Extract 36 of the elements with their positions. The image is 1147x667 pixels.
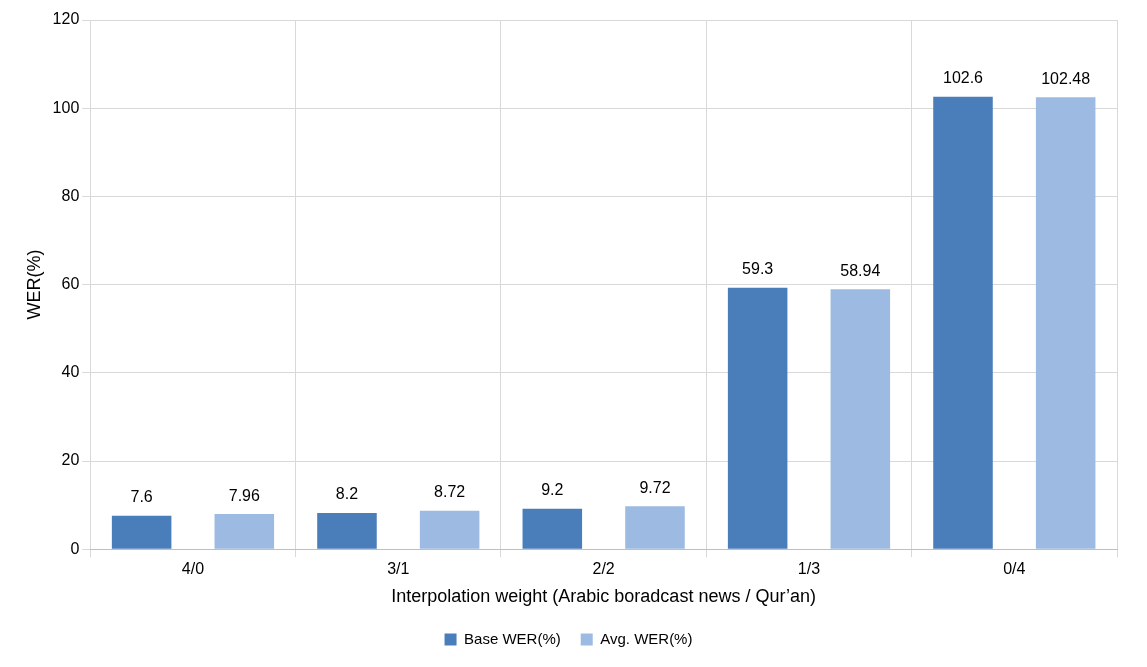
- x-tick-label: 1/3: [797, 560, 821, 578]
- bar: [317, 513, 377, 549]
- bar: [625, 506, 685, 549]
- x-tick-label: 4/0: [181, 560, 205, 578]
- y-tick-label: 120: [52, 10, 80, 28]
- data-label: 8.2: [335, 485, 359, 503]
- x-tick-label: 2/2: [592, 560, 615, 578]
- bar: [111, 515, 172, 549]
- y-tick-label: 0: [70, 539, 80, 557]
- data-label: 7.96: [228, 486, 260, 504]
- bar: [522, 508, 583, 549]
- data-label: 9.72: [639, 478, 671, 496]
- data-label: 58.94: [840, 261, 881, 279]
- data-label: 102.48: [1041, 69, 1091, 87]
- x-tick-label: 0/4: [1003, 560, 1026, 578]
- x-axis-title: Interpolation weight (Arabic boradcast news / Qur’an): [391, 586, 817, 607]
- data-label: 9.2: [541, 481, 564, 499]
- x-tick-label: 3/1: [387, 560, 410, 578]
- legend-label: Base WER(%): [464, 629, 561, 647]
- y-tick-label: 20: [61, 451, 80, 469]
- y-tick-label: 40: [61, 363, 80, 381]
- data-label: 102.6: [942, 69, 984, 87]
- bar: [727, 287, 788, 549]
- data-label: 8.72: [434, 483, 466, 501]
- legend-label: Avg. WER(%): [600, 629, 693, 647]
- y-tick-label: 100: [52, 98, 80, 116]
- bar: [933, 96, 993, 549]
- bar: [214, 514, 275, 549]
- y-tick-label: 80: [61, 186, 80, 204]
- bar: [419, 510, 480, 549]
- y-axis-title: WER(%): [23, 249, 44, 320]
- y-tick-label: 60: [61, 275, 80, 293]
- bar: [1035, 97, 1096, 549]
- data-label: 59.3: [742, 260, 774, 278]
- data-label: 7.6: [130, 488, 153, 506]
- bar: [830, 289, 891, 549]
